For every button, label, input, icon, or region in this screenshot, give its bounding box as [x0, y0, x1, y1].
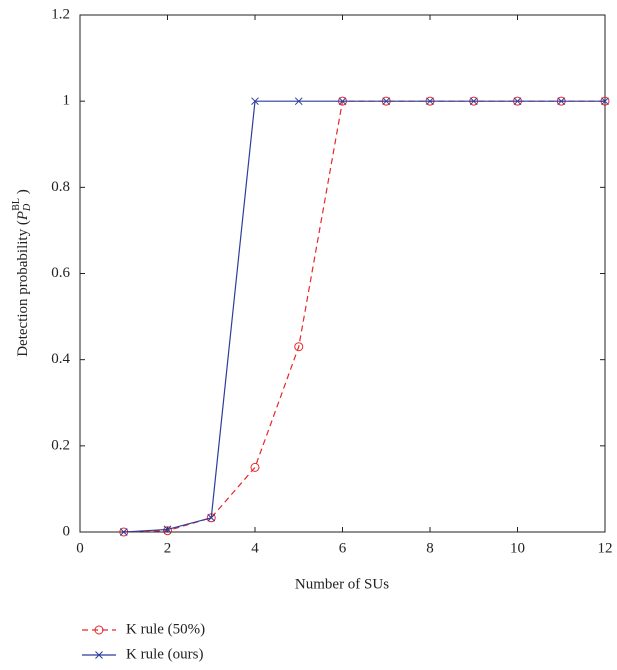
y-tick-label: 0.2 [51, 437, 70, 453]
data-point [251, 97, 259, 106]
data-point [426, 97, 434, 106]
data-point [294, 97, 303, 106]
x-axis-label: Number of SUs [295, 576, 389, 592]
y-label-close: ) [15, 189, 31, 198]
x-tick-label: 8 [426, 540, 434, 556]
series-line [123, 100, 605, 533]
legend-marker [95, 651, 103, 659]
x-tick-label: 6 [339, 540, 347, 556]
data-point [250, 462, 260, 472]
data-point [513, 97, 522, 106]
legend-label: K rule (ours) [126, 646, 203, 662]
data-point [382, 97, 391, 106]
y-label-symbol: P [15, 211, 31, 221]
legend-label: K rule (50%) [126, 621, 205, 637]
series-line [123, 100, 605, 533]
data-point [207, 513, 216, 522]
y-label-sub: D [22, 203, 33, 212]
y-tick-label: 0 [63, 523, 71, 539]
data-point [119, 528, 128, 536]
y-label-sup: BL [11, 198, 22, 211]
y-label-text: Detection probability ( [15, 220, 31, 357]
data-point [163, 526, 172, 536]
data-point [469, 97, 478, 106]
data-point [557, 97, 566, 106]
legend-marker [94, 625, 104, 635]
data-point [294, 342, 304, 352]
plot-frame [79, 14, 606, 533]
data-point [338, 97, 347, 106]
data-point [601, 97, 609, 106]
x-tick-label: 12 [598, 540, 613, 556]
y-tick-label: 1 [63, 93, 71, 109]
y-axis-label: Detection probability (PDBL ) [11, 189, 33, 357]
x-tick-label: 2 [164, 540, 172, 556]
y-tick-label: 0.8 [51, 179, 70, 195]
x-tick-label: 4 [251, 540, 259, 556]
x-tick-label: 10 [510, 540, 525, 556]
data-point [163, 525, 172, 534]
y-tick-label: 1.2 [51, 6, 70, 22]
y-tick-label: 0.4 [51, 351, 70, 367]
x-tick-label: 0 [76, 540, 84, 556]
y-tick-label: 0.6 [51, 265, 70, 281]
